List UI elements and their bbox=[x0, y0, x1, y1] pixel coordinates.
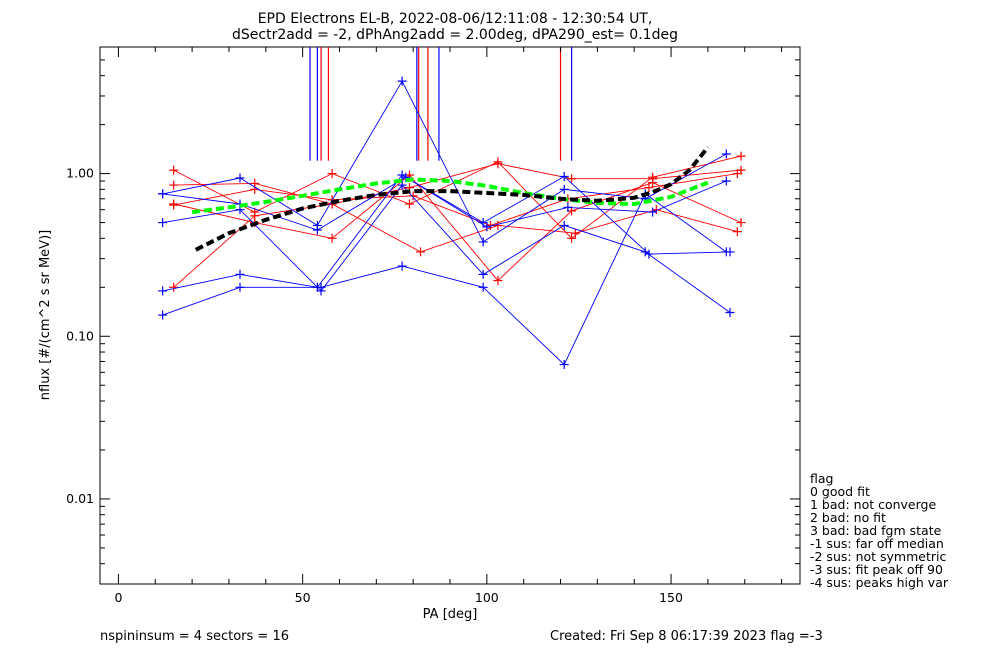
data-point-blue-7-5 bbox=[559, 171, 569, 181]
data-point-red-4-3 bbox=[408, 191, 418, 201]
data-point-red-1-5 bbox=[567, 233, 577, 243]
data-point-blue-9-0 bbox=[158, 189, 168, 199]
x-tick-label: 150 bbox=[659, 590, 683, 605]
chart-title: EPD Electrons EL-B, 2022-08-06/12:11:08 … bbox=[258, 11, 653, 27]
data-point-red-0-0 bbox=[169, 180, 179, 190]
legend-entry: 0 good fit bbox=[810, 484, 870, 499]
data-point-blue-6-6 bbox=[640, 247, 650, 257]
data-point-blue-6-7 bbox=[725, 307, 735, 317]
data-point-red-4-0 bbox=[169, 200, 179, 210]
legend-entry: -4 sus: peaks high var bbox=[810, 575, 949, 590]
series-line-red-0 bbox=[173, 163, 742, 205]
flag-legend: flag 0 good fit 1 bad: not converge 2 ba… bbox=[810, 471, 949, 590]
data-point-blue-6-3 bbox=[397, 180, 407, 190]
data-point-blue-7-3 bbox=[397, 170, 407, 180]
data-point-red-3-3 bbox=[416, 247, 426, 257]
data-point-red-1-2 bbox=[327, 169, 337, 179]
data-point-blue-9-7 bbox=[721, 176, 731, 186]
data-point-red-2-6 bbox=[648, 178, 658, 188]
y-tick-label: 0.10 bbox=[66, 328, 94, 343]
data-point-red-4-6 bbox=[644, 183, 654, 193]
x-tick-label: 0 bbox=[114, 590, 122, 605]
series-line-red-4 bbox=[173, 173, 738, 226]
data-point-blue-8-1 bbox=[235, 282, 245, 292]
data-point-blue-5-3 bbox=[397, 76, 407, 86]
series-line-red-2 bbox=[173, 174, 742, 282]
series-line-blue-8 bbox=[162, 193, 727, 366]
x-axis: 0 50 100 150 bbox=[114, 47, 783, 605]
series-line-blue-9 bbox=[162, 176, 727, 231]
data-point-blue-8-7 bbox=[721, 247, 731, 257]
fit-curve-green bbox=[191, 177, 709, 215]
data-point-red-3-7 bbox=[732, 227, 742, 237]
data-point-red-3-5 bbox=[570, 228, 580, 238]
y-axis: 0.01 0.10 1.00 bbox=[66, 46, 800, 585]
data-point-red-2-2 bbox=[327, 233, 337, 243]
data-point-red-1-3 bbox=[404, 199, 414, 209]
data-point-blue-7-6 bbox=[644, 249, 654, 259]
fit-curves bbox=[191, 146, 710, 252]
vertical-markers bbox=[309, 47, 573, 161]
footer-left: nspininsum = 4 sectors = 16 bbox=[100, 629, 289, 644]
y-tick-label: 0.01 bbox=[66, 491, 94, 506]
data-point-blue-7-0 bbox=[158, 286, 168, 296]
x-axis-label: PA [deg] bbox=[423, 607, 478, 622]
x-tick-label: 50 bbox=[295, 590, 311, 605]
legend-entry: 1 bad: not converge bbox=[810, 497, 936, 512]
data-point-blue-6-4 bbox=[478, 269, 488, 279]
data-point-blue-5-1 bbox=[235, 173, 245, 183]
legend-entry: -1 sus: far off median bbox=[810, 536, 944, 551]
legend-entry: -2 sus: not symmetric bbox=[810, 549, 946, 564]
data-point-red-1-4 bbox=[493, 157, 503, 167]
data-point-blue-8-5 bbox=[559, 360, 569, 370]
data-point-blue-8-3 bbox=[397, 261, 407, 271]
series-line-red-3 bbox=[173, 203, 738, 288]
legend-entry: 3 bad: bad fgm state bbox=[810, 523, 942, 538]
data-point-blue-5-5 bbox=[559, 184, 569, 194]
chart-subtitle: dSectr2add = -2, dPhAng2add = 2.00deg, d… bbox=[232, 27, 678, 43]
x-tick-label: 100 bbox=[475, 590, 499, 605]
data-point-red-3-0 bbox=[169, 282, 179, 292]
y-tick-label: 1.00 bbox=[66, 166, 94, 181]
chart-title-group: EPD Electrons EL-B, 2022-08-06/12:11:08 … bbox=[232, 11, 678, 43]
y-axis-label: nflux [#/(cm^2 s sr MeV)] bbox=[38, 230, 53, 400]
data-point-blue-5-4 bbox=[478, 237, 488, 247]
plot-frame bbox=[99, 46, 801, 585]
data-point-blue-8-2 bbox=[316, 282, 326, 292]
data-point-blue-6-0 bbox=[158, 218, 168, 228]
data-point-blue-8-0 bbox=[158, 310, 168, 320]
footer-right: Created: Fri Sep 8 06:17:39 2023 flag =-… bbox=[550, 629, 823, 644]
data-point-red-2-4 bbox=[493, 276, 503, 286]
series-line-blue-5 bbox=[162, 80, 727, 243]
legend-entry: -3 sus: fit peak off 90 bbox=[810, 562, 943, 577]
data-point-blue-8-4 bbox=[478, 282, 488, 292]
data-point-red-2-7 bbox=[736, 218, 746, 228]
fit-curve-black bbox=[194, 146, 710, 252]
series-line-blue-7 bbox=[162, 174, 731, 292]
data-point-blue-7-1 bbox=[235, 269, 245, 279]
data-series bbox=[158, 76, 746, 370]
data-point-blue-9-4 bbox=[482, 222, 492, 232]
data-point-blue-9-6 bbox=[648, 207, 658, 217]
data-point-red-1-0 bbox=[169, 165, 179, 175]
data-point-red-3-1 bbox=[250, 211, 260, 221]
data-point-blue-9-2 bbox=[312, 225, 322, 235]
data-point-blue-6-5 bbox=[559, 220, 569, 230]
data-point-blue-5-7 bbox=[721, 149, 731, 159]
data-point-blue-9-5 bbox=[563, 202, 573, 212]
data-point-red-4-7 bbox=[732, 169, 742, 179]
data-point-red-0-5 bbox=[567, 174, 577, 184]
legend-title: flag bbox=[810, 471, 833, 486]
legend-entry: 2 bad: no fit bbox=[810, 510, 886, 525]
data-point-red-1-7 bbox=[736, 151, 746, 161]
series-line-red-1 bbox=[173, 155, 742, 239]
